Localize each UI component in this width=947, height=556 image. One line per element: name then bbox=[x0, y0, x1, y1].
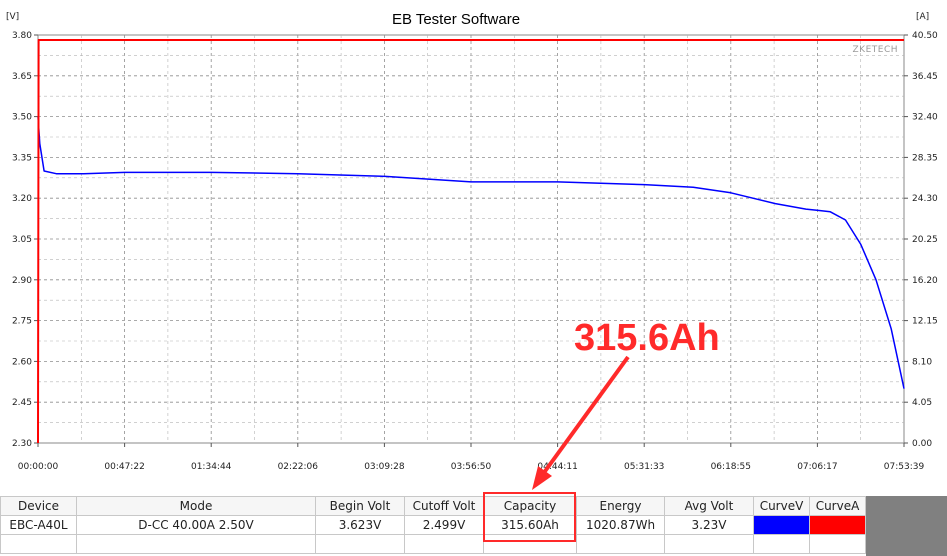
x-tick-label: 07:06:17 bbox=[797, 462, 837, 472]
y-left-tick-label: 3.05 bbox=[12, 235, 32, 245]
header-cutoff-volt[interactable]: Cutoff Volt bbox=[404, 496, 484, 516]
y-left-tick-label: 2.45 bbox=[12, 398, 32, 408]
cell-mode: D-CC 40.00A 2.50V bbox=[76, 515, 316, 535]
x-tick-label: 00:47:22 bbox=[104, 462, 144, 472]
empty-cell bbox=[315, 534, 405, 554]
capacity-highlight-box bbox=[483, 492, 576, 542]
y-axis-right: 40.50 36.45 32.40 28.35 24.30 20.25 16.20 12.15… bbox=[904, 31, 938, 449]
series-line-curvea bbox=[37, 39, 904, 444]
callout-arrow-head bbox=[532, 466, 552, 490]
results-table: Device Mode Begin Volt Cutoff Volt Capac… bbox=[0, 496, 866, 554]
y-right-tick-label: 32.40 bbox=[912, 113, 938, 123]
y-right-tick-label: 28.35 bbox=[912, 153, 938, 163]
side-panel-gray bbox=[866, 496, 947, 556]
cell-device: EBC-A40L bbox=[0, 515, 77, 535]
header-curve-v[interactable]: CurveV bbox=[753, 496, 810, 516]
table-row[interactable]: EBC-A40L D-CC 40.00A 2.50V 3.623V 2.499V… bbox=[0, 515, 866, 535]
cell-energy: 1020.87Wh bbox=[576, 515, 665, 535]
cell-cutoff-volt: 2.499V bbox=[404, 515, 484, 535]
capacity-annotation: 315.6Ah bbox=[574, 317, 720, 359]
y-right-tick-label: 24.30 bbox=[912, 194, 938, 204]
y-right-tick-label: 40.50 bbox=[912, 31, 938, 41]
curve-v-color-swatch[interactable] bbox=[754, 516, 809, 534]
empty-cell bbox=[576, 534, 665, 554]
x-tick-label: 03:09:28 bbox=[364, 462, 405, 472]
x-tick-label: 07:53:39 bbox=[884, 462, 925, 472]
y-left-tick-label: 3.50 bbox=[12, 113, 32, 123]
table-header-row: Device Mode Begin Volt Cutoff Volt Capac… bbox=[0, 496, 866, 516]
empty-cell bbox=[404, 534, 484, 554]
y-right-tick-label: 12.15 bbox=[912, 317, 938, 327]
chart-title: EB Tester Software bbox=[392, 11, 520, 28]
y-left-tick-label: 2.30 bbox=[12, 439, 32, 449]
empty-cell bbox=[0, 534, 77, 554]
header-energy[interactable]: Energy bbox=[576, 496, 665, 516]
y-left-tick-label: 2.75 bbox=[12, 317, 32, 327]
y-left-tick-label: 3.65 bbox=[12, 72, 32, 82]
header-device[interactable]: Device bbox=[0, 496, 77, 516]
y-axis-left: 3.80 3.65 3.50 3.35 3.20 3.05 2.90 2.75 2.60 2.45… bbox=[12, 31, 38, 449]
header-curve-a[interactable]: CurveA bbox=[809, 496, 866, 516]
x-tick-label: 02:22:06 bbox=[278, 462, 319, 472]
empty-cell bbox=[76, 534, 316, 554]
cell-curve-a-swatch[interactable] bbox=[809, 515, 866, 535]
x-tick-label: 05:31:33 bbox=[624, 462, 664, 472]
x-tick-label: 01:34:44 bbox=[191, 462, 232, 472]
empty-cell bbox=[809, 534, 866, 554]
header-mode[interactable]: Mode bbox=[76, 496, 316, 516]
y-axis-right-unit: [A] bbox=[916, 12, 929, 22]
y-axis-left-unit: [V] bbox=[6, 12, 19, 22]
x-tick-label: 04:44:11 bbox=[537, 462, 577, 472]
chart-area: EB Tester Software [V] [A] 3.803.653.503… bbox=[6, 11, 938, 490]
series-group bbox=[37, 39, 905, 444]
cell-avg-volt: 3.23V bbox=[664, 515, 754, 535]
y-left-tick-label: 3.20 bbox=[12, 194, 32, 204]
y-right-tick-label: 4.05 bbox=[912, 398, 932, 408]
x-axis: 00:00:00 00:47:22 01:34:44 02:22:06 03:09:28… bbox=[18, 443, 925, 472]
series-line-curvev bbox=[37, 116, 905, 389]
header-capacity[interactable]: Capacity bbox=[483, 496, 577, 516]
table-row-empty bbox=[0, 534, 866, 554]
callout-arrow-line bbox=[541, 355, 630, 476]
y-left-tick-label: 3.35 bbox=[12, 153, 32, 163]
y-right-tick-label: 0.00 bbox=[912, 439, 932, 449]
y-right-tick-label: 20.25 bbox=[912, 235, 938, 245]
curve-a-color-swatch[interactable] bbox=[810, 516, 865, 534]
y-right-tick-label: 16.20 bbox=[912, 276, 938, 286]
header-avg-volt[interactable]: Avg Volt bbox=[664, 496, 754, 516]
y-left-tick-label: 2.60 bbox=[12, 357, 32, 367]
capacity-callout: 315.6Ah bbox=[532, 317, 720, 490]
cell-begin-volt: 3.623V bbox=[315, 515, 405, 535]
y-right-tick-label: 8.10 bbox=[912, 357, 932, 367]
watermark-text: ZKETECH bbox=[853, 45, 899, 55]
header-begin-volt[interactable]: Begin Volt bbox=[315, 496, 405, 516]
cell-curve-v-swatch[interactable] bbox=[753, 515, 810, 535]
y-left-tick-label: 3.80 bbox=[12, 31, 32, 41]
y-right-tick-label: 36.45 bbox=[912, 72, 938, 82]
grid-lines bbox=[38, 35, 904, 443]
x-tick-label: 03:56:50 bbox=[451, 462, 492, 472]
results-panel: Device Mode Begin Volt Cutoff Volt Capac… bbox=[0, 492, 947, 556]
x-tick-label: 06:18:55 bbox=[711, 462, 751, 472]
x-tick-label: 00:00:00 bbox=[18, 462, 59, 472]
empty-cell bbox=[664, 534, 754, 554]
y-left-tick-label: 2.90 bbox=[12, 276, 32, 286]
empty-cell bbox=[753, 534, 810, 554]
